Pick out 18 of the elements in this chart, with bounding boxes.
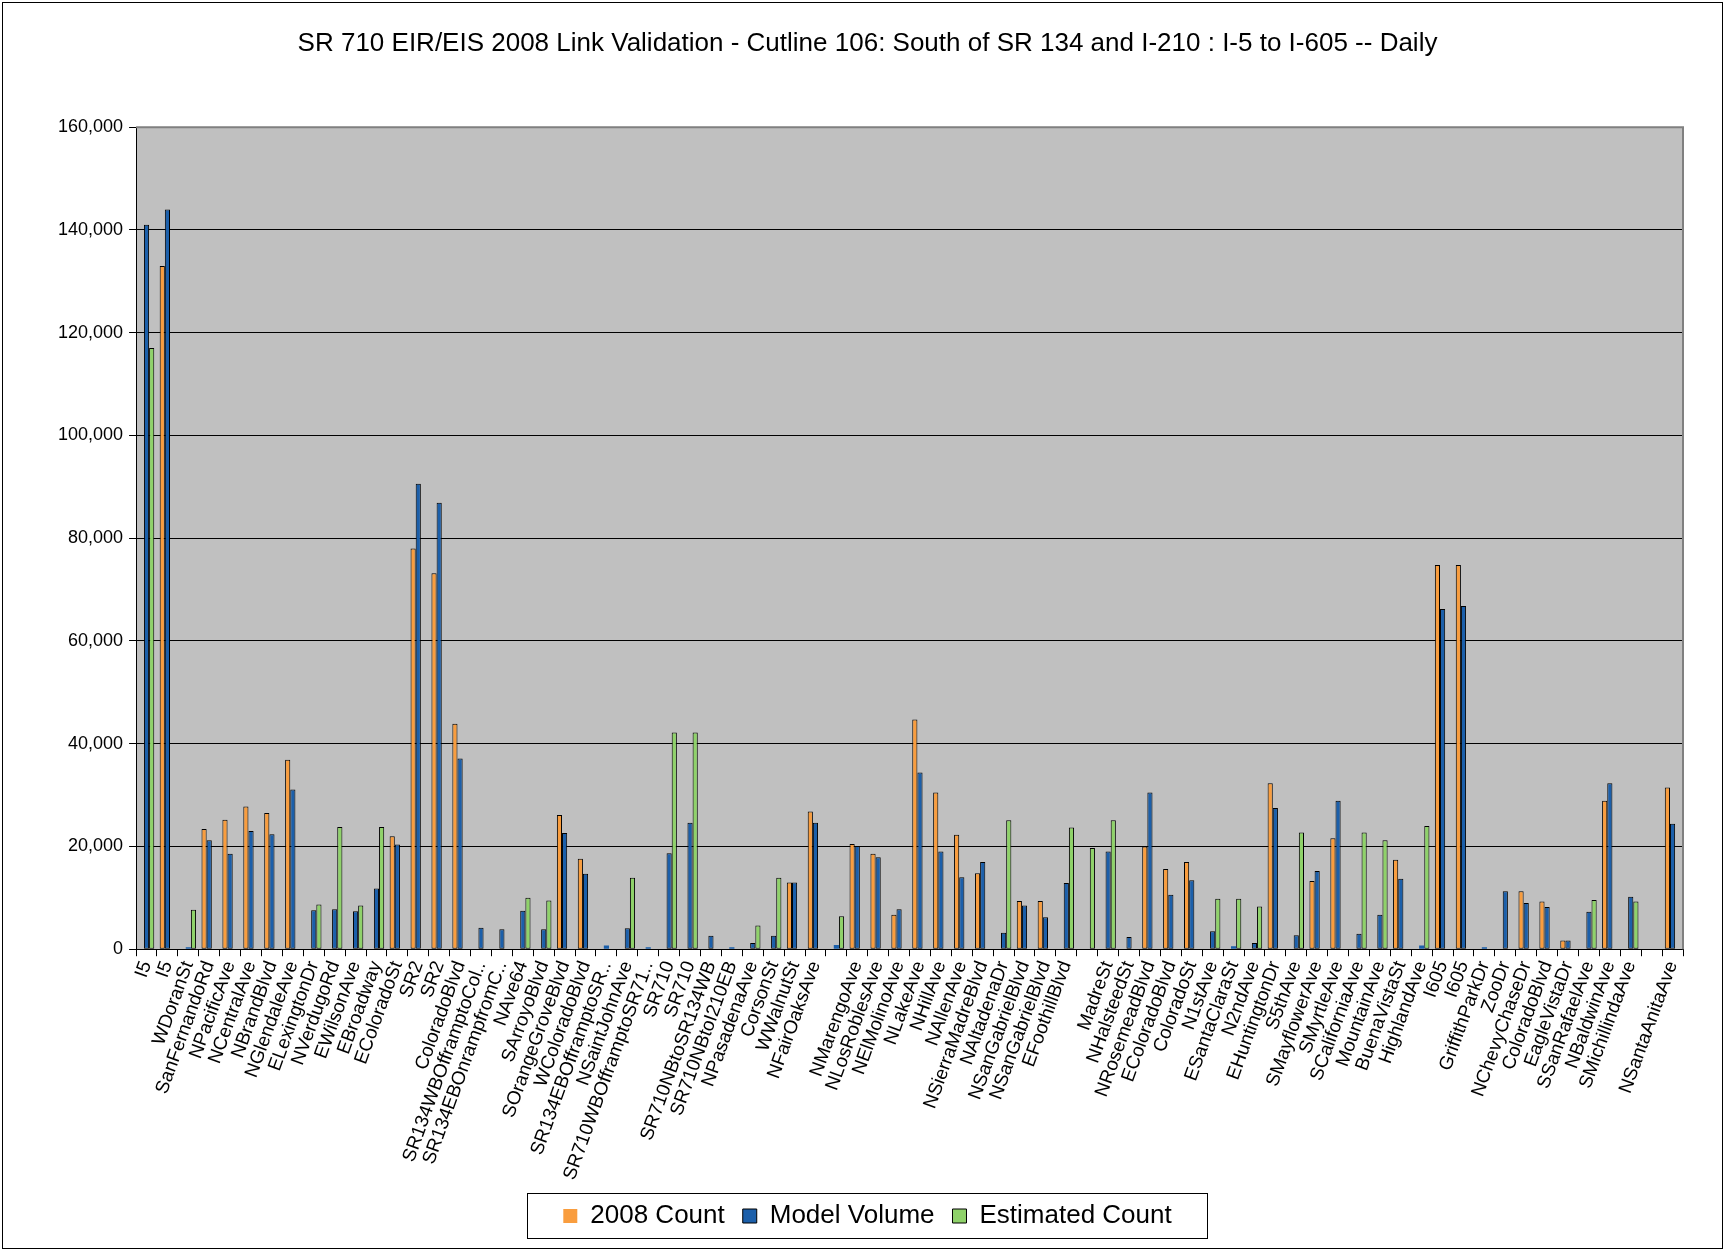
y-tick-label: 140,000: [57, 218, 124, 239]
y-tick-label: 40,000: [68, 732, 124, 753]
legend-label: 2008 Count: [590, 1199, 726, 1230]
x-tick-label: I5: [130, 958, 156, 981]
bar: [1419, 945, 1425, 949]
legend-label: Estimated Count: [979, 1199, 1173, 1230]
legend-label: Model Volume: [769, 1199, 935, 1230]
bar: [833, 945, 839, 949]
y-tick-label: 20,000: [68, 835, 124, 856]
bar: [1230, 946, 1237, 949]
y-tick-label: 0: [113, 938, 124, 959]
y-tick-label: 80,000: [68, 527, 124, 548]
chart-title: SR 710 EIR/EIS 2008 Link Validation - Cutline 106: South of SR 134 and I-210 : I-5 to I-605 -- Daily: [297, 26, 1438, 57]
y-tick-label: 100,000: [57, 424, 124, 445]
y-tick-label: 120,000: [57, 321, 124, 342]
bar: [603, 945, 609, 949]
y-tick-label: 160,000: [57, 116, 124, 137]
y-tick-label: 60,000: [68, 629, 124, 650]
